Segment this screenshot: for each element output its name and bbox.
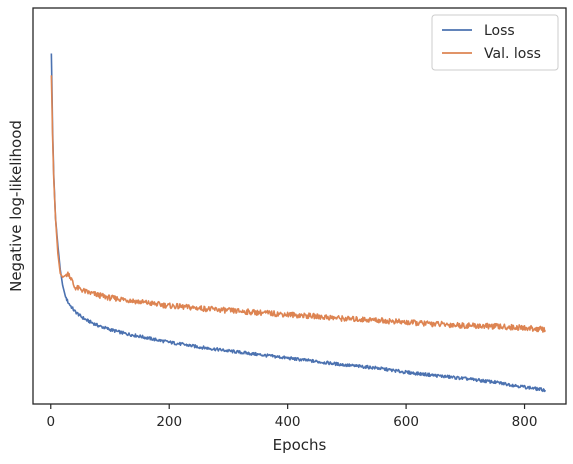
x-tick-label: 0	[46, 414, 55, 430]
x-tick-label: 600	[393, 414, 419, 430]
legend-label-val-loss: Val. loss	[484, 46, 541, 62]
x-tick-label: 400	[275, 414, 301, 430]
legend: Loss Val. loss	[431, 14, 559, 71]
x-tick-label: 200	[156, 414, 182, 430]
x-ticks: 0 200 400 600 800	[46, 404, 537, 430]
val-loss-line	[50, 75, 546, 333]
legend-label-loss: Loss	[484, 23, 515, 39]
plot-frame	[32, 7, 567, 405]
x-axis-label: Epochs	[273, 436, 327, 454]
legend-box	[431, 14, 559, 71]
y-axis-label: Negative log-likelihood	[7, 120, 25, 292]
series-layer	[50, 53, 547, 393]
loss-line	[50, 53, 547, 393]
x-tick-label: 800	[512, 414, 538, 430]
